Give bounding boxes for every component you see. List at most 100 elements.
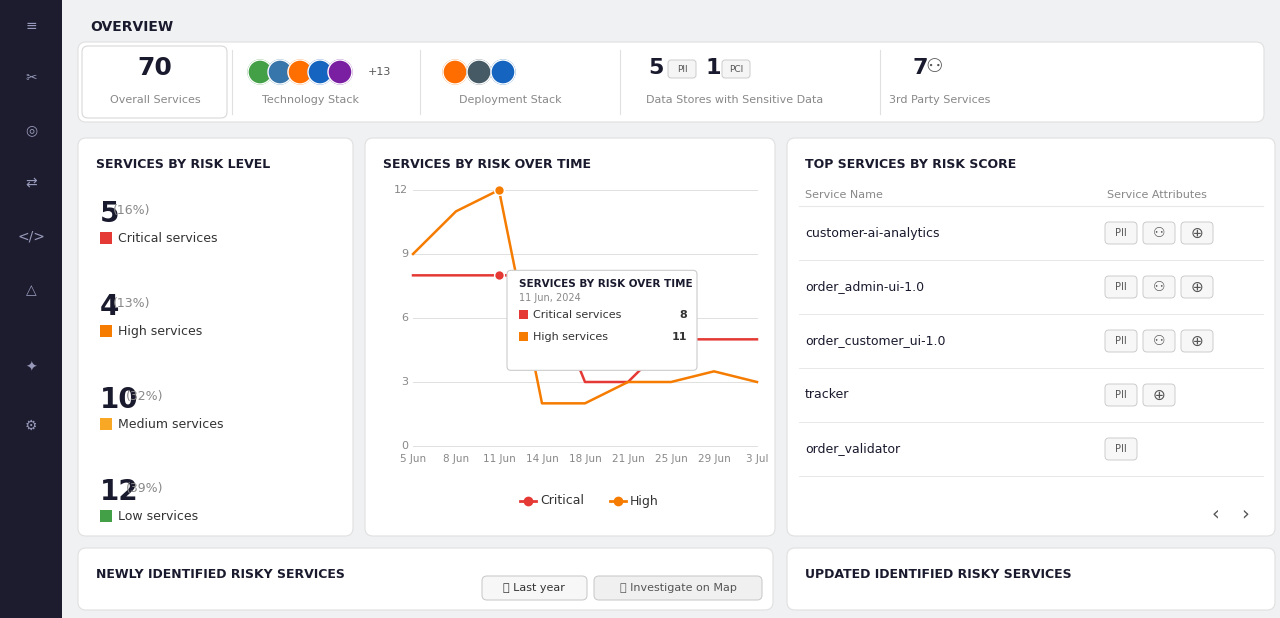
Text: +13: +13: [369, 67, 392, 77]
Text: 📅 Last year: 📅 Last year: [503, 583, 564, 593]
Text: Medium services: Medium services: [118, 418, 224, 431]
Circle shape: [492, 60, 515, 84]
Text: 5: 5: [100, 200, 119, 228]
Text: TOP SERVICES BY RISK SCORE: TOP SERVICES BY RISK SCORE: [805, 158, 1016, 171]
Text: Technology Stack: Technology Stack: [261, 95, 358, 105]
Text: ⊕: ⊕: [1190, 334, 1203, 349]
Text: (16%): (16%): [113, 204, 151, 217]
Text: 29 Jun: 29 Jun: [698, 454, 731, 464]
FancyBboxPatch shape: [78, 42, 1265, 122]
Text: SERVICES BY RISK OVER TIME: SERVICES BY RISK OVER TIME: [383, 158, 591, 171]
Text: PII: PII: [677, 64, 687, 74]
Text: ⚇: ⚇: [1153, 334, 1165, 348]
Bar: [100, 232, 113, 244]
Text: SERVICES BY RISK OVER TIME: SERVICES BY RISK OVER TIME: [518, 279, 692, 289]
Bar: [518, 310, 529, 320]
Text: Critical services: Critical services: [118, 232, 218, 245]
FancyBboxPatch shape: [787, 138, 1275, 536]
Circle shape: [288, 60, 312, 84]
FancyBboxPatch shape: [1105, 438, 1137, 460]
Circle shape: [328, 60, 352, 84]
Bar: [100, 418, 113, 430]
Text: Service Attributes: Service Attributes: [1107, 190, 1207, 200]
FancyBboxPatch shape: [365, 138, 774, 536]
Text: High: High: [630, 494, 659, 507]
FancyBboxPatch shape: [1143, 384, 1175, 406]
Text: Low services: Low services: [118, 509, 198, 522]
Text: 14 Jun: 14 Jun: [526, 454, 558, 464]
Text: 11 Jun, 2024: 11 Jun, 2024: [518, 294, 581, 303]
Text: 18 Jun: 18 Jun: [568, 454, 602, 464]
FancyBboxPatch shape: [78, 138, 353, 536]
Text: 12: 12: [100, 478, 138, 506]
Text: 🗺 Investigate on Map: 🗺 Investigate on Map: [620, 583, 736, 593]
Text: NEWLY IDENTIFIED RISKY SERVICES: NEWLY IDENTIFIED RISKY SERVICES: [96, 568, 344, 581]
FancyBboxPatch shape: [1105, 276, 1137, 298]
Circle shape: [443, 60, 467, 84]
Circle shape: [248, 60, 273, 84]
Bar: [100, 325, 113, 337]
Text: ⚇: ⚇: [1153, 280, 1165, 294]
Text: High services: High services: [118, 324, 202, 337]
Text: ⊕: ⊕: [1190, 226, 1203, 240]
Text: PII: PII: [1115, 336, 1126, 346]
Text: 8: 8: [680, 310, 687, 320]
Text: ⚙: ⚙: [24, 419, 37, 433]
Text: ≡: ≡: [26, 19, 37, 33]
Text: 7: 7: [911, 58, 928, 78]
FancyBboxPatch shape: [787, 548, 1275, 610]
Circle shape: [467, 60, 492, 84]
Text: △: △: [26, 283, 36, 297]
Text: (13%): (13%): [113, 297, 151, 310]
Circle shape: [268, 60, 292, 84]
Text: customer-ai-analytics: customer-ai-analytics: [805, 227, 940, 240]
FancyBboxPatch shape: [507, 270, 698, 370]
FancyBboxPatch shape: [668, 60, 696, 78]
FancyBboxPatch shape: [1143, 222, 1175, 244]
Text: 0: 0: [401, 441, 408, 451]
Text: ✂: ✂: [26, 71, 37, 85]
Text: UPDATED IDENTIFIED RISKY SERVICES: UPDATED IDENTIFIED RISKY SERVICES: [805, 568, 1071, 581]
Text: Data Stores with Sensitive Data: Data Stores with Sensitive Data: [646, 95, 823, 105]
Text: Service Name: Service Name: [805, 190, 883, 200]
FancyBboxPatch shape: [483, 576, 588, 600]
FancyBboxPatch shape: [1143, 276, 1175, 298]
FancyBboxPatch shape: [82, 46, 227, 118]
Text: 5: 5: [648, 58, 663, 78]
Bar: [0, 0, 61, 618]
FancyBboxPatch shape: [1105, 222, 1137, 244]
Text: ✦: ✦: [26, 361, 37, 375]
FancyBboxPatch shape: [1105, 330, 1137, 352]
Text: tracker: tracker: [805, 389, 850, 402]
Text: PII: PII: [1115, 282, 1126, 292]
Text: 3 Jul: 3 Jul: [746, 454, 768, 464]
Text: 4: 4: [100, 293, 119, 321]
Text: ⚇: ⚇: [1153, 226, 1165, 240]
Text: order_validator: order_validator: [805, 442, 900, 455]
Text: Overall Services: Overall Services: [110, 95, 200, 105]
FancyBboxPatch shape: [78, 548, 773, 610]
Text: 21 Jun: 21 Jun: [612, 454, 644, 464]
Text: 11 Jun: 11 Jun: [483, 454, 516, 464]
Bar: [518, 332, 529, 341]
Text: OVERVIEW: OVERVIEW: [90, 20, 173, 34]
Text: 12: 12: [394, 185, 408, 195]
Text: ⚇: ⚇: [925, 56, 943, 75]
Text: 9: 9: [401, 249, 408, 259]
Text: (39%): (39%): [125, 482, 164, 495]
Text: High services: High services: [532, 332, 608, 342]
FancyBboxPatch shape: [1181, 330, 1213, 352]
FancyBboxPatch shape: [594, 576, 762, 600]
FancyBboxPatch shape: [1181, 222, 1213, 244]
Text: ◎: ◎: [24, 123, 37, 137]
Text: 3: 3: [401, 377, 408, 387]
Text: ⊕: ⊕: [1152, 387, 1165, 402]
Text: 3rd Party Services: 3rd Party Services: [890, 95, 991, 105]
Text: 11: 11: [672, 332, 687, 342]
Text: 1: 1: [707, 58, 722, 78]
Text: PII: PII: [1115, 390, 1126, 400]
Text: (32%): (32%): [125, 390, 164, 403]
Text: </>: </>: [17, 229, 45, 243]
Text: order_admin-ui-1.0: order_admin-ui-1.0: [805, 281, 924, 294]
Text: 6: 6: [401, 313, 408, 323]
